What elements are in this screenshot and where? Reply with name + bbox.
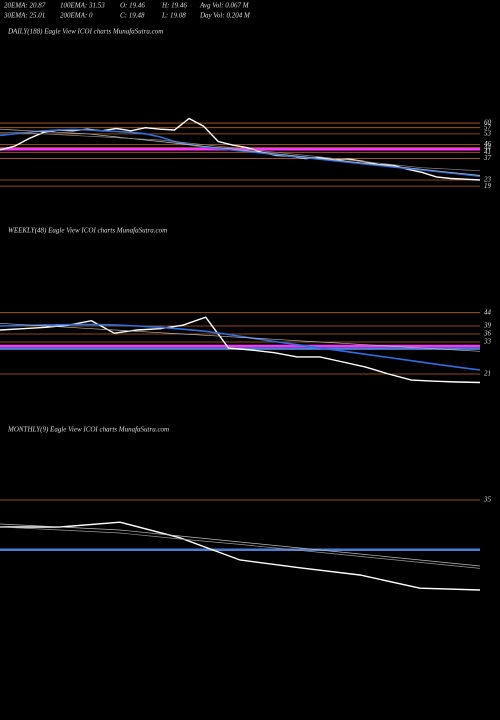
- header-stat: 30EMA: 25.01: [3, 12, 45, 20]
- series-line: [0, 322, 481, 352]
- y-tick-label: 60: [484, 119, 492, 127]
- y-tick-label: 44: [484, 143, 492, 151]
- series-line: [0, 316, 481, 384]
- series-line: [0, 128, 481, 177]
- series-line: [0, 521, 481, 591]
- y-tick-label: 35: [483, 496, 492, 504]
- y-tick-label: 44: [484, 308, 492, 316]
- y-tick-label: 46: [484, 140, 492, 148]
- panel-title: WEEKLY(48) Eagle View ICOI charts Munafa…: [8, 227, 167, 235]
- header-stat: 100EMA: 31.53: [60, 2, 105, 10]
- series-line: [0, 131, 481, 172]
- y-tick-label: 21: [484, 370, 491, 378]
- series-line: [0, 523, 481, 567]
- series-line: [0, 323, 481, 371]
- y-tick-label: 41: [484, 148, 491, 156]
- panel-title: DAILY(188) Eagle View ICOI charts Munafa…: [7, 28, 163, 36]
- header-stat: H: 19.46: [161, 2, 187, 10]
- header-stat: O: 19.46: [120, 2, 145, 10]
- y-tick-label: 37: [483, 154, 492, 162]
- y-tick-label: 36: [483, 330, 492, 338]
- header-stat: C: 19.48: [120, 12, 145, 20]
- header-stat: L: 19.08: [161, 12, 186, 20]
- series-line: [0, 526, 481, 569]
- header-stat: Day Vol: 0.204 M: [199, 12, 251, 20]
- y-tick-label: 33: [483, 338, 492, 346]
- y-tick-label: 23: [484, 176, 492, 184]
- y-tick-label: 19: [484, 182, 492, 190]
- y-tick-label: 57: [484, 123, 492, 131]
- header-stat: 20EMA: 20.87: [4, 2, 46, 10]
- panel-title: MONTHLY(9) Eagle View ICOI charts Munafa…: [7, 426, 169, 434]
- header-stat: 200EMA: 0: [60, 12, 93, 20]
- series-line: [0, 128, 481, 176]
- y-tick-label: 53: [484, 129, 492, 137]
- header-stat: Avg Vol: 0.067 M: [199, 2, 250, 10]
- y-tick-label: 39: [483, 322, 492, 330]
